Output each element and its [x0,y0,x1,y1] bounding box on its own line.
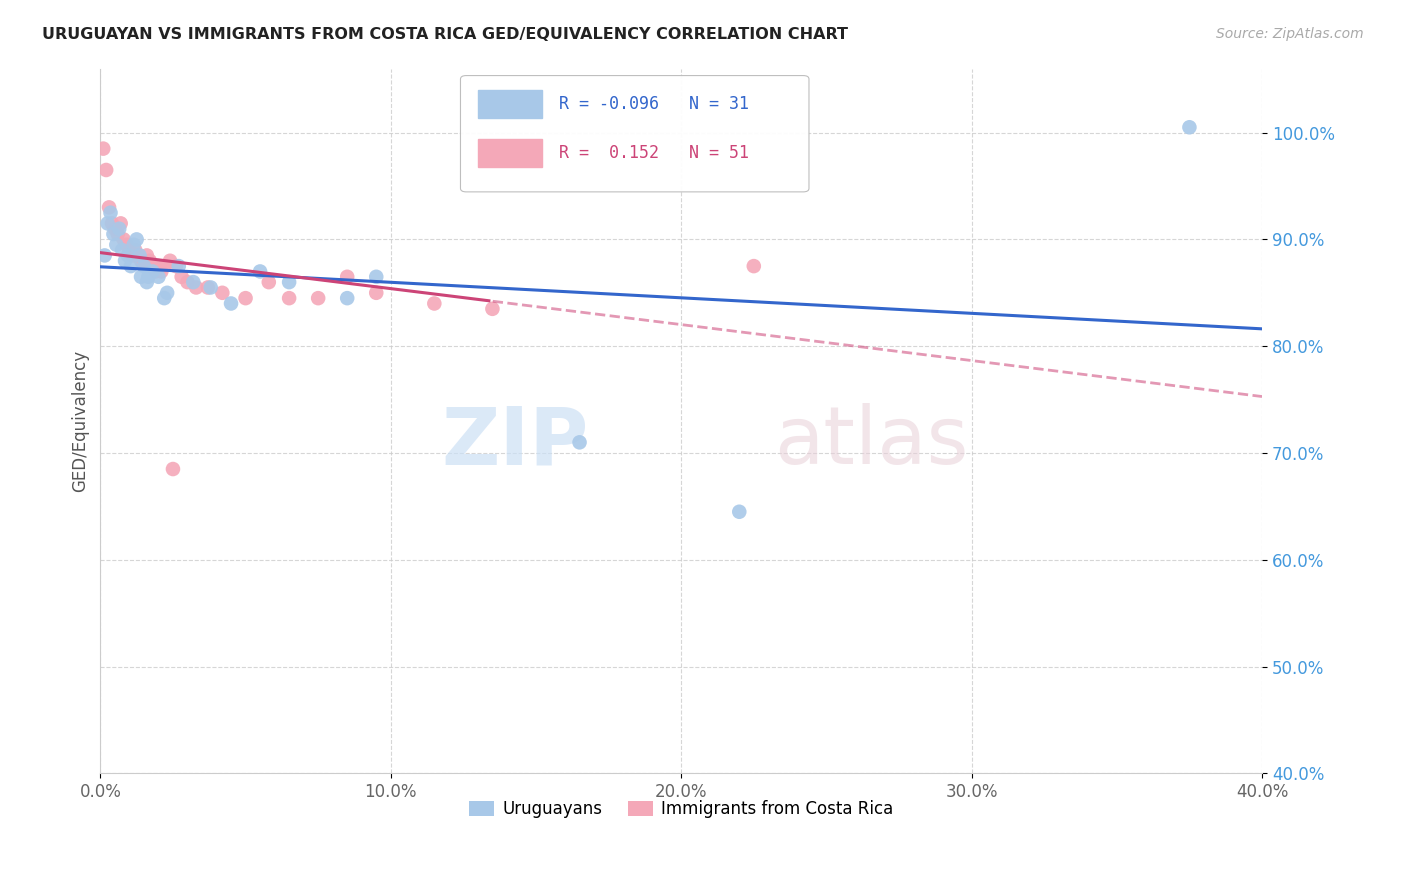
Point [138,253,160,268]
Text: R =  0.152   N = 51: R = 0.152 N = 51 [560,145,749,162]
Bar [478,90,541,118]
Point [148,269,170,284]
Point [142,264,165,278]
Y-axis label: GED/Equivalency: GED/Equivalency [72,350,89,492]
Point [156,285,179,300]
Text: R = -0.096   N = 31: R = -0.096 N = 31 [560,95,749,112]
Point [159,253,181,268]
Point [98,200,121,214]
Point [91,142,114,156]
Point [136,269,159,284]
Point [120,259,142,273]
Point [167,259,190,273]
Point [124,243,146,257]
Text: atlas: atlas [775,403,969,481]
Point [150,264,173,278]
Point [336,291,359,305]
Point [104,221,127,235]
Legend: Uruguayans, Immigrants from Costa Rica: Uruguayans, Immigrants from Costa Rica [463,794,900,825]
Text: Source: ZipAtlas.com: Source: ZipAtlas.com [1216,27,1364,41]
Point [96,163,118,178]
Point [336,269,359,284]
Point [115,237,138,252]
Point [423,296,446,310]
Point [111,243,134,257]
Point [117,248,139,262]
Point [125,232,148,246]
Point [135,248,157,262]
Point [162,462,184,476]
Point [197,280,219,294]
Point [186,280,208,294]
Point [568,435,591,450]
Point [118,243,141,257]
Point [249,264,271,278]
Point [257,275,280,289]
Point [121,248,143,262]
FancyBboxPatch shape [461,76,808,192]
Point [110,216,132,230]
Point [100,205,122,219]
Point [108,221,131,235]
Point [728,505,751,519]
Bar [478,139,541,167]
Point [153,259,176,273]
Point [93,248,115,262]
Point [307,291,329,305]
Point [219,296,242,310]
Point [127,248,149,262]
Text: ZIP: ZIP [441,403,588,481]
Point [129,253,152,268]
Point [101,216,124,230]
Point [165,259,187,273]
Point [129,269,152,284]
Point [176,275,198,289]
Text: URUGUAYAN VS IMMIGRANTS FROM COSTA RICA GED/EQUIVALENCY CORRELATION CHART: URUGUAYAN VS IMMIGRANTS FROM COSTA RICA … [42,27,848,42]
Point [142,259,165,273]
Point [278,291,301,305]
Point [114,253,136,268]
Point [132,253,155,268]
Point [107,227,129,241]
Point [153,291,176,305]
Point [132,259,155,273]
Point [235,291,257,305]
Point [105,237,128,252]
Point [97,216,120,230]
Point [145,264,167,278]
Point [122,237,145,252]
Point [481,301,503,316]
Point [1178,120,1201,135]
Point [366,285,388,300]
Point [366,269,388,284]
Point [128,248,150,262]
Point [170,269,193,284]
Point [103,227,125,241]
Point [148,259,170,273]
Point [200,280,222,294]
Point [211,285,233,300]
Point [135,275,157,289]
Point [278,275,301,289]
Point [181,275,204,289]
Point [742,259,765,273]
Point [112,232,135,246]
